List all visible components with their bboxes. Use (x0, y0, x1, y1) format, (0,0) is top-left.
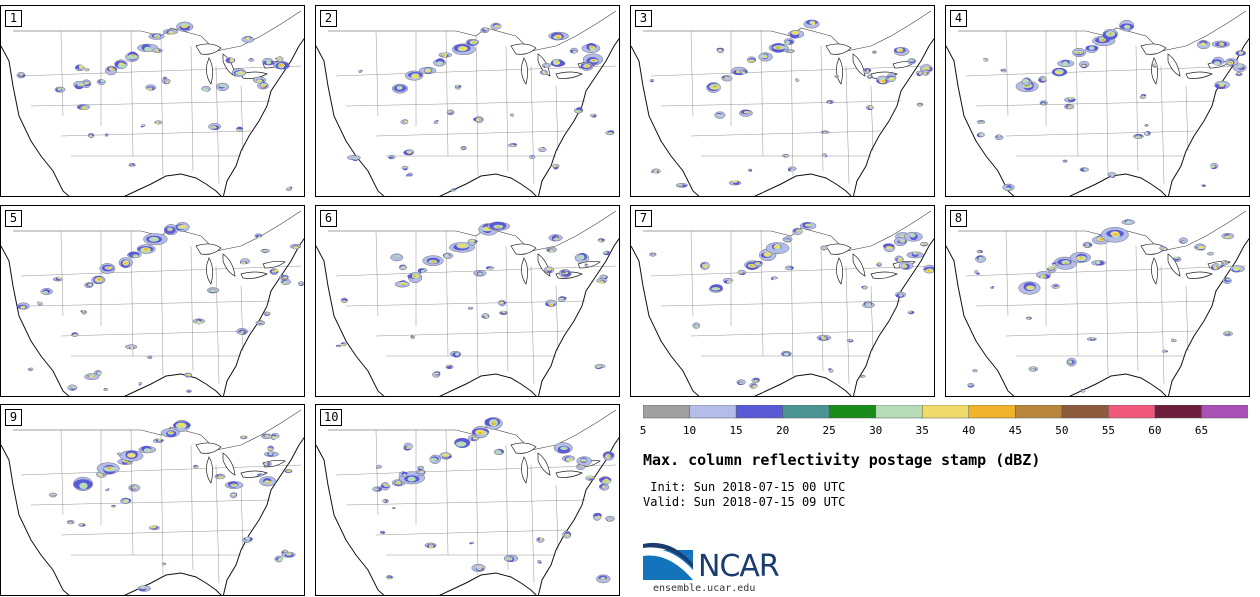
member-panel-1: 1 (0, 5, 305, 197)
colorbar-tick-label: 5 (639, 424, 647, 437)
colorbar-tick-label: 25 (822, 424, 836, 437)
colorbar-tick-label: 20 (775, 424, 790, 437)
panel-label: 8 (950, 210, 967, 227)
reflectivity-map (316, 409, 619, 595)
colorbar-segment (1201, 405, 1248, 419)
panel-label: 2 (320, 10, 337, 27)
ncar-logo-icon (643, 542, 693, 580)
colorbar-tick-label: 40 (962, 424, 976, 437)
panel-label: 10 (320, 409, 343, 426)
reflectivity-map (631, 210, 934, 396)
member-panel-10: 10 (315, 404, 620, 596)
colorbar-tick-label: 65 (1194, 424, 1209, 437)
colorbar-segment (1154, 405, 1203, 419)
colorbar-segment (828, 405, 877, 419)
colorbar-segment (968, 405, 1017, 419)
colorbar-segment (735, 405, 784, 419)
panel-label: 5 (5, 210, 22, 227)
member-panel-9: 9 (0, 404, 305, 596)
reflectivity-map (1, 10, 304, 196)
reflectivity-map (316, 10, 619, 196)
member-panel-7: 7 (630, 205, 935, 397)
panel-label: 4 (950, 10, 967, 27)
colorbar-segment (1108, 405, 1156, 419)
panel-label: 9 (5, 409, 22, 426)
reflectivity-colorbar (643, 405, 1248, 419)
logo-url: ensemble.ucar.edu (653, 583, 756, 594)
member-panel-3: 3 (630, 5, 935, 197)
panel-label: 3 (635, 10, 652, 27)
panel-label: 6 (320, 210, 337, 227)
colorbar-segment (689, 405, 737, 419)
reflectivity-map (316, 210, 619, 396)
member-panel-5: 5 (0, 205, 305, 397)
ncar-logo-text: NCAR (698, 549, 780, 584)
init-time: Init: Sun 2018-07-15 00 UTC (643, 480, 846, 494)
colorbar-tick-label: 50 (1055, 424, 1069, 437)
colorbar-segment (643, 405, 691, 419)
colorbar-tick-label: 55 (1101, 424, 1115, 437)
reflectivity-map (1, 409, 304, 595)
member-panel-6: 6 (315, 205, 620, 397)
colorbar-tick-label: 35 (915, 424, 929, 437)
member-panel-2: 2 (315, 5, 620, 197)
reflectivity-map (946, 210, 1249, 396)
colorbar-segment (921, 405, 970, 419)
reflectivity-map (1, 210, 304, 396)
reflectivity-map (946, 10, 1249, 196)
member-panel-4: 4 (945, 5, 1250, 197)
colorbar-tick-label: 10 (682, 424, 697, 437)
valid-time: Valid: Sun 2018-07-15 09 UTC (643, 495, 846, 509)
colorbar-segment (782, 405, 830, 419)
colorbar-tick-label: 45 (1008, 424, 1022, 437)
colorbar-segment (1061, 405, 1110, 419)
panel-label: 1 (5, 10, 22, 27)
reflectivity-map (631, 10, 934, 196)
colorbar-tick-label: 60 (1148, 424, 1162, 437)
figure-title: Max. column reflectivity postage stamp (… (643, 451, 1041, 469)
colorbar-tick-label: 15 (729, 424, 743, 437)
colorbar-segment (875, 405, 923, 419)
panel-label: 7 (635, 210, 652, 227)
colorbar-tick-label: 30 (869, 424, 883, 437)
colorbar-segment (1015, 405, 1063, 419)
member-panel-8: 8 (945, 205, 1250, 397)
